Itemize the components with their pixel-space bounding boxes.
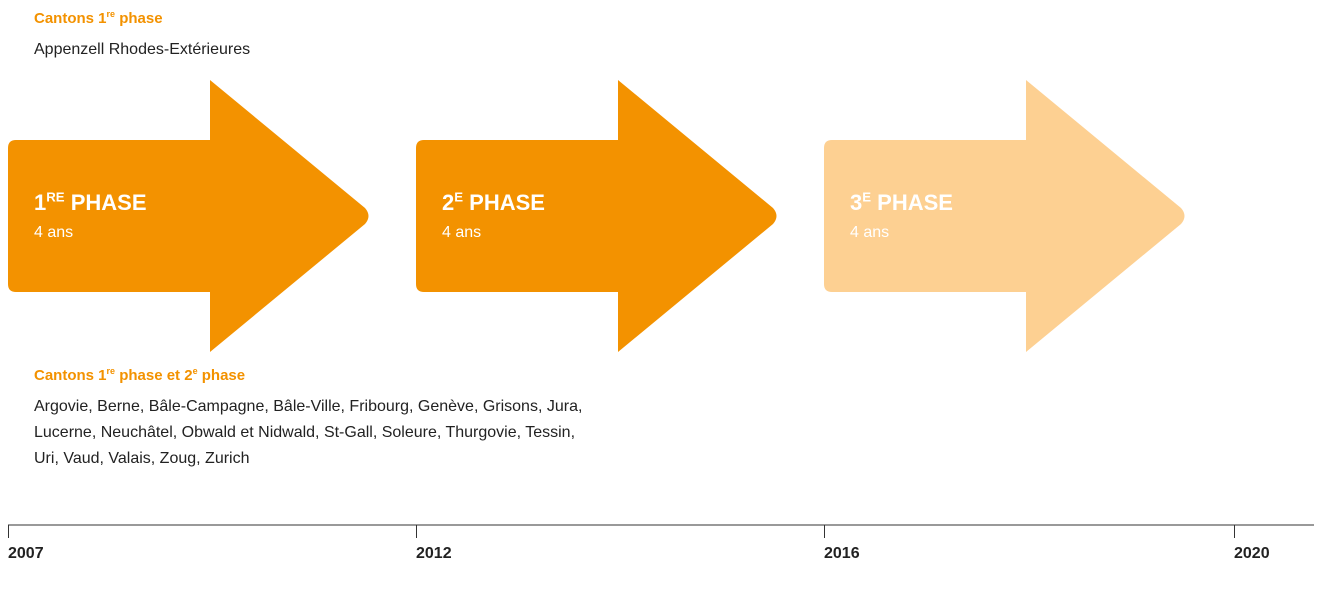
text-part: phase et 2 [115,367,193,384]
phase-arrow [416,80,777,352]
text-part: PHASE [64,190,147,215]
phase-arrow [8,80,369,352]
group-text: Appenzell Rhodes-Extérieures [34,41,251,58]
phase-duration: 4 ans [34,224,74,241]
text-part: E [454,189,464,205]
group-text: Argovie, Berne, Bâle-Campagne, Bâle-Vill… [34,394,582,472]
text-part: e [192,366,198,376]
phase-label: 2E PHASE [442,190,545,216]
text-part: PHASE [871,190,953,215]
text-line: Argovie, Berne, Bâle-Campagne, Bâle-Vill… [34,398,583,415]
group-title: Cantons 1re phase et 2e phase [34,366,246,385]
text-part: re [106,9,116,19]
text-part: re [106,366,116,376]
timeline-year: 2020 [1234,545,1270,562]
text-line: Lucerne, Neuchâtel, Obwald et Nidwald, S… [34,424,576,441]
text-part: PHASE [463,190,545,215]
phase-label: 3E PHASE [850,190,953,216]
phase-duration: 4 ans [850,224,890,241]
timeline-year: 2007 [8,545,44,562]
timeline-year: 2012 [416,545,452,562]
timeline-year: 2016 [824,545,860,562]
group-title: Cantons 1re phase [34,9,163,28]
text-part: Cantons 1 [34,367,107,384]
text-part: 3 [850,190,863,215]
text-part: E [862,189,872,205]
phase-duration: 4 ans [442,224,482,241]
phase-arrow [824,80,1185,352]
text-line: Uri, Vaud, Valais, Zoug, Zurich [34,450,250,467]
phase-label: 1RE PHASE [34,190,147,216]
text-part: RE [46,189,65,205]
text-part: Cantons 1 [34,10,107,27]
text-part: 2 [442,190,455,215]
text-part: phase [115,10,163,27]
text-part: phase [197,367,246,384]
text-part: 1 [34,190,47,215]
